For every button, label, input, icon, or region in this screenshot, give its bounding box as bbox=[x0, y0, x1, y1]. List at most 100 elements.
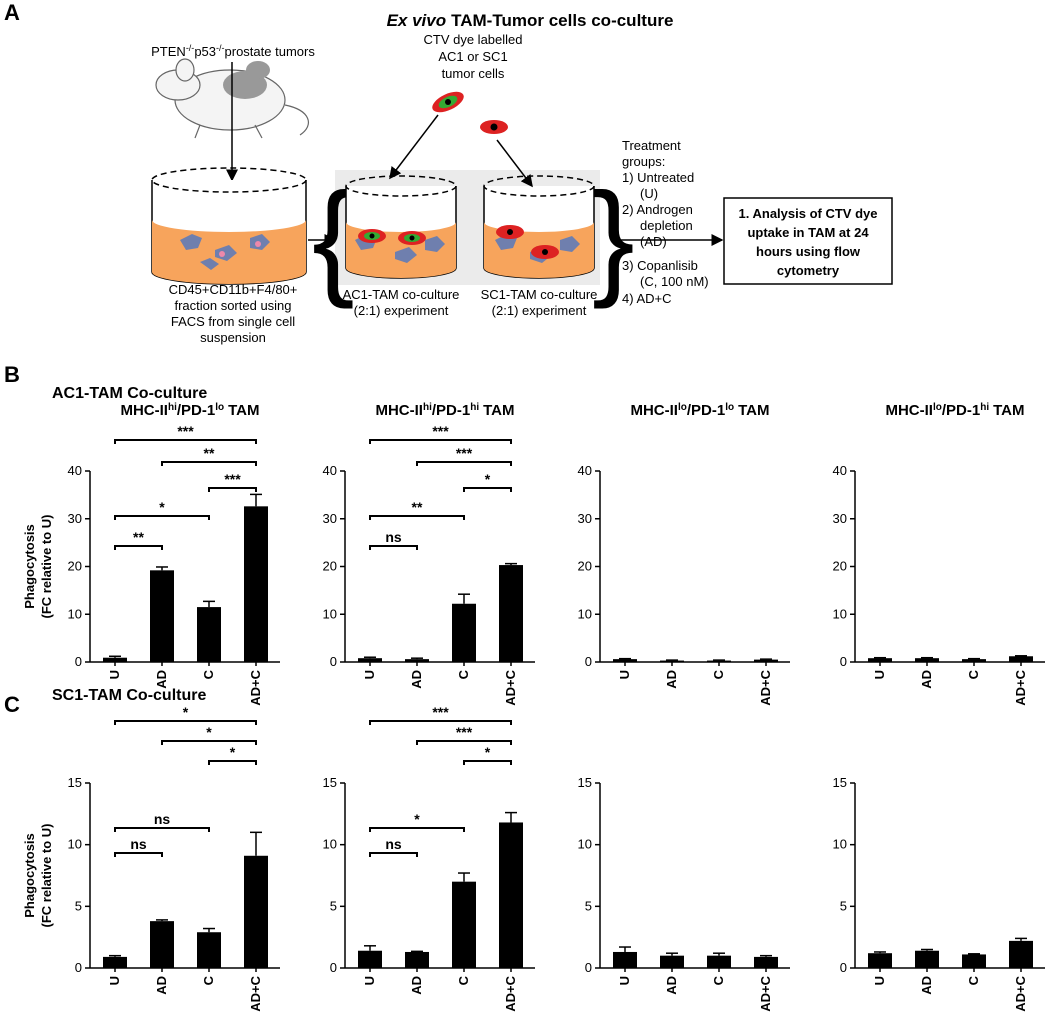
y-axis-label: (FC relative to U) bbox=[39, 514, 54, 618]
y-tick-label: 40 bbox=[68, 463, 82, 478]
dish bbox=[345, 175, 457, 279]
title-part: MHC-II bbox=[630, 402, 678, 419]
y-tick-label: 10 bbox=[578, 837, 592, 852]
chart-title: MHC-IIlo/PD-1lo TAM bbox=[630, 402, 769, 420]
y-tick-label: 40 bbox=[323, 463, 337, 478]
bar bbox=[103, 956, 127, 968]
brace: } bbox=[592, 167, 635, 310]
treatment: (AD) bbox=[640, 234, 667, 249]
y-tick-label: 5 bbox=[840, 898, 847, 913]
y-tick-label: 40 bbox=[578, 463, 592, 478]
y-tick-label: 15 bbox=[833, 775, 847, 790]
title-part: MHC-II bbox=[120, 402, 168, 419]
sorted-label: CD45+CD11b+F4/80+ bbox=[169, 282, 298, 297]
gene: PTEN bbox=[151, 44, 186, 59]
bar bbox=[197, 932, 221, 968]
y-tick-label: 0 bbox=[330, 960, 337, 975]
bar bbox=[150, 921, 174, 968]
bar bbox=[405, 659, 429, 662]
ac1-label: AC1-TAM co-culture bbox=[343, 287, 460, 302]
x-tick-label: U bbox=[362, 976, 377, 985]
x-tick-label: U bbox=[107, 976, 122, 985]
y-tick-label: 0 bbox=[75, 960, 82, 975]
panel-title: SC1-TAM Co-culture bbox=[52, 687, 206, 704]
x-tick-label: AD+C bbox=[758, 669, 773, 705]
x-tick-label: AD bbox=[409, 670, 424, 689]
x-tick-label: AD bbox=[409, 976, 424, 995]
y-tick-label: 0 bbox=[585, 654, 592, 669]
bar bbox=[962, 954, 986, 968]
bar bbox=[1009, 940, 1033, 968]
title-part: TAM bbox=[483, 402, 514, 419]
dish bbox=[483, 175, 595, 279]
significance-label: ns bbox=[385, 836, 402, 852]
dye-label: AC1 or SC1 bbox=[438, 49, 507, 64]
x-tick-label: C bbox=[456, 975, 471, 985]
significance-label: *** bbox=[432, 704, 449, 720]
genotype: -/- bbox=[186, 43, 195, 53]
x-tick-label: AD+C bbox=[503, 669, 518, 705]
bar bbox=[915, 950, 939, 968]
y-tick-label: 40 bbox=[833, 463, 847, 478]
y-tick-label: 10 bbox=[68, 606, 82, 621]
title-part: hi bbox=[423, 402, 432, 413]
significance-bracket bbox=[369, 439, 512, 444]
dish bbox=[151, 167, 307, 285]
significance-label: *** bbox=[456, 724, 473, 740]
analysis-text: 1. Analysis of CTV dye bbox=[739, 206, 878, 221]
dye-label: CTV dye labelled bbox=[424, 32, 523, 47]
title-part: MHC-II bbox=[885, 402, 933, 419]
sorted-label: FACS from single cell bbox=[171, 314, 295, 329]
sc1-label: SC1-TAM co-culture bbox=[481, 287, 598, 302]
significance-bracket bbox=[416, 740, 512, 745]
y-tick-label: 15 bbox=[68, 775, 82, 790]
sorted-label: suspension bbox=[200, 330, 266, 345]
y-tick-label: 0 bbox=[330, 654, 337, 669]
x-tick-label: U bbox=[617, 670, 632, 679]
significance-bracket bbox=[463, 487, 512, 492]
significance-bracket bbox=[114, 852, 163, 857]
y-axis-label: Phagocytosis bbox=[22, 524, 37, 609]
y-tick-label: 20 bbox=[578, 559, 592, 574]
bar bbox=[915, 658, 939, 662]
y-tick-label: 5 bbox=[585, 898, 592, 913]
x-tick-label: U bbox=[362, 670, 377, 679]
y-tick-label: 0 bbox=[840, 654, 847, 669]
bar bbox=[358, 658, 382, 662]
significance-bracket bbox=[114, 439, 257, 444]
mouse bbox=[155, 58, 310, 139]
y-axis-label: Phagocytosis bbox=[22, 833, 37, 918]
significance-label: ** bbox=[204, 445, 215, 461]
title-part: /PD-1 bbox=[687, 402, 725, 419]
significance-label: *** bbox=[432, 423, 449, 439]
significance-bracket bbox=[369, 545, 418, 550]
significance-bracket bbox=[114, 827, 210, 832]
bar bbox=[499, 822, 523, 968]
x-tick-label: AD+C bbox=[1013, 669, 1028, 705]
title-part: hi bbox=[470, 402, 479, 413]
y-axis-label: (FC relative to U) bbox=[39, 823, 54, 927]
bar bbox=[1009, 656, 1033, 662]
y-tick-label: 5 bbox=[75, 898, 82, 913]
treatment: 3) Copanlisib bbox=[622, 258, 698, 273]
treatment: Treatment bbox=[622, 138, 681, 153]
x-tick-label: U bbox=[872, 976, 887, 985]
x-tick-label: C bbox=[711, 975, 726, 985]
y-tick-label: 15 bbox=[578, 775, 592, 790]
title-part: lo bbox=[678, 402, 687, 413]
y-tick-label: 30 bbox=[578, 511, 592, 526]
title-part: /PD-1 bbox=[177, 402, 215, 419]
x-tick-label: U bbox=[107, 670, 122, 679]
significance-label: * bbox=[183, 704, 189, 720]
y-tick-label: 20 bbox=[833, 559, 847, 574]
y-tick-label: 10 bbox=[68, 837, 82, 852]
x-tick-label: AD+C bbox=[758, 975, 773, 1011]
tumor-cell bbox=[432, 91, 464, 113]
title-part: lo bbox=[215, 402, 224, 413]
significance-bracket bbox=[369, 852, 418, 857]
bar bbox=[707, 660, 731, 662]
bar bbox=[754, 659, 778, 662]
significance-bracket bbox=[463, 760, 512, 765]
bar bbox=[962, 659, 986, 662]
significance-label: *** bbox=[224, 471, 241, 487]
